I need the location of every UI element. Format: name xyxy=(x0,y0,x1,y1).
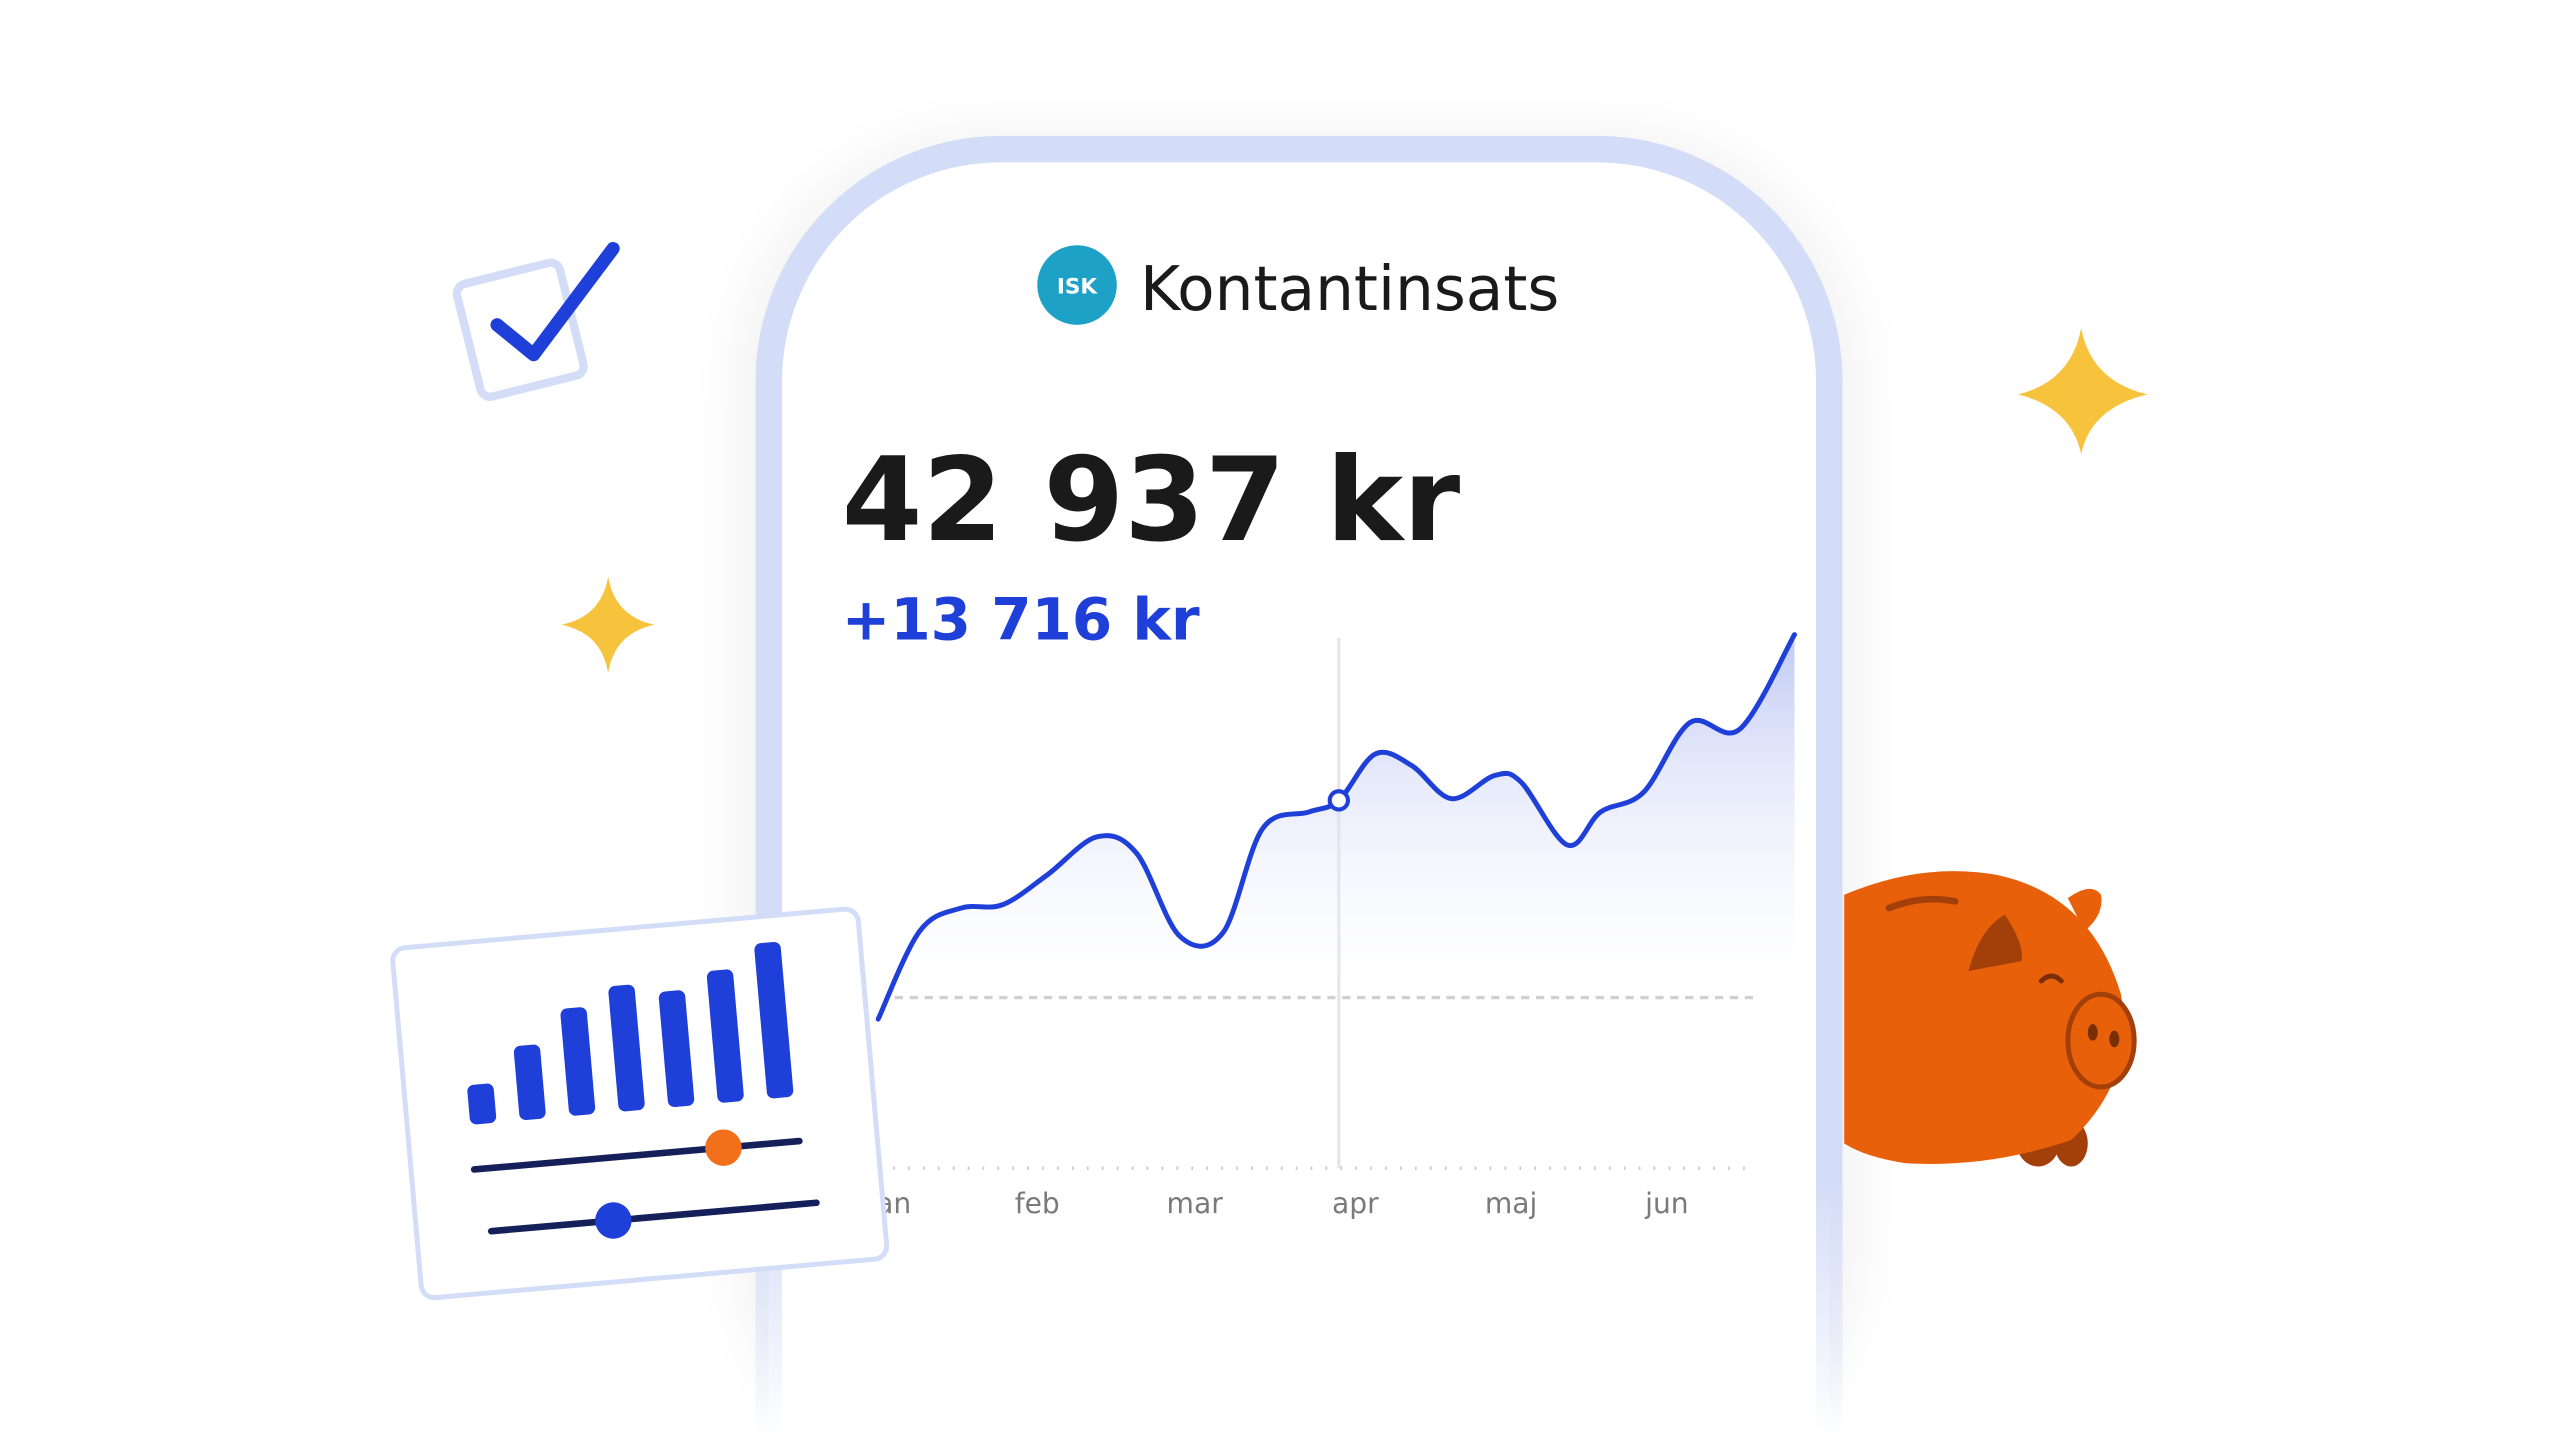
month-label: jun xyxy=(1644,1187,1689,1220)
phone-frame xyxy=(755,135,1843,1440)
badge-text: ISK xyxy=(1057,274,1099,299)
x-axis-labels: jan feb mar apr maj jun xyxy=(867,1187,1688,1220)
month-label: feb xyxy=(1015,1187,1060,1220)
cursor-point xyxy=(1327,789,1351,812)
piggy-bank xyxy=(1844,871,2137,1167)
checkbox-icon xyxy=(452,241,620,401)
change: +13 716 kr xyxy=(842,586,1200,654)
filter-card xyxy=(390,906,890,1301)
chart-area xyxy=(878,634,1795,1020)
account-title: Kontantinsats xyxy=(1140,254,1559,325)
month-label: apr xyxy=(1332,1187,1379,1220)
slider-knob xyxy=(595,1202,632,1239)
balance: 42 937 kr xyxy=(842,433,1461,568)
month-label: mar xyxy=(1167,1187,1224,1220)
sparkle xyxy=(561,576,655,673)
slider-track xyxy=(487,1199,820,1235)
card-bars xyxy=(467,941,794,1125)
sparkle xyxy=(2018,328,2148,455)
slider-knob xyxy=(705,1129,742,1166)
slider-track xyxy=(470,1137,803,1173)
month-label: maj xyxy=(1485,1187,1538,1220)
isk-badge xyxy=(1037,245,1117,325)
